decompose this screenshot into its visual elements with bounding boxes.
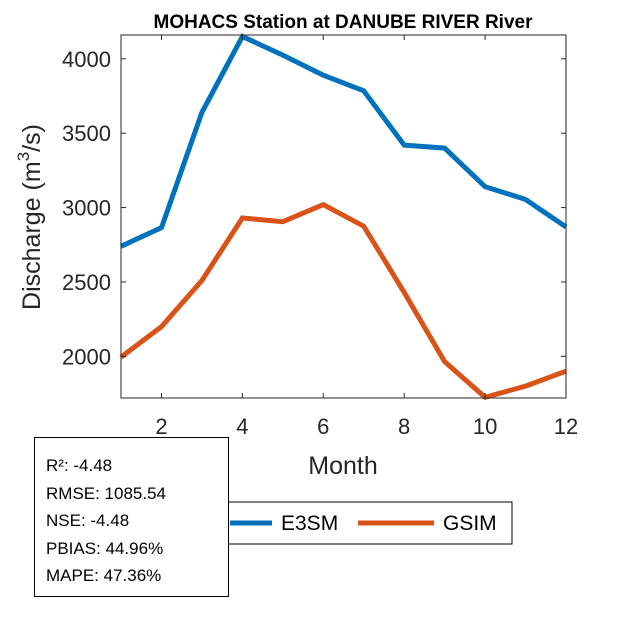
y-axis-label-suffix: /s) xyxy=(18,124,46,152)
legend: E3SM GSIM xyxy=(219,501,513,545)
x-axis-label: Month xyxy=(308,452,377,480)
y-tick-label: 2000 xyxy=(62,344,111,369)
x-tick-label: 6 xyxy=(317,414,329,439)
x-tick-label: 12 xyxy=(554,414,578,439)
y-tick-label: 3500 xyxy=(62,121,111,146)
stat-r2: R²: -4.48 xyxy=(46,456,113,475)
y-axis-label-superscript: 3 xyxy=(14,152,33,161)
y-tick-label: 3000 xyxy=(62,196,111,221)
y-axis-label: Discharge (m3/s) xyxy=(14,124,46,310)
stats-box: R²: -4.48 RMSE: 1085.54 NSE: -4.48 PBIAS… xyxy=(34,437,229,597)
x-tick-label: 2 xyxy=(155,414,167,439)
x-tick-label: 8 xyxy=(398,414,410,439)
y-tick-label: 4000 xyxy=(62,47,111,72)
x-tick-label: 4 xyxy=(236,414,248,439)
legend-label-e3sm: E3SM xyxy=(281,512,338,535)
stat-mape: MAPE: 47.36% xyxy=(46,566,162,585)
x-tick-label: 10 xyxy=(473,414,497,439)
legend-label-gsim: GSIM xyxy=(443,512,497,535)
stat-pbias: PBIAS: 44.96% xyxy=(46,538,164,558)
series-layer xyxy=(119,33,568,401)
stat-rmse: RMSE: 1085.54 xyxy=(46,483,167,503)
series-line-e3sm xyxy=(119,33,568,249)
y-axis-label-prefix: Discharge (m xyxy=(18,161,46,310)
ticks-layer: 2 4 6 8 10 12 2000 2500 3000 3500 4000 xyxy=(62,35,578,439)
chart-title: MOHACS Station at DANUBE RIVER River xyxy=(154,12,534,33)
series-line-gsim xyxy=(119,201,567,401)
y-tick-label: 2500 xyxy=(62,270,111,295)
stat-nse: NSE: -4.48 xyxy=(46,511,130,530)
